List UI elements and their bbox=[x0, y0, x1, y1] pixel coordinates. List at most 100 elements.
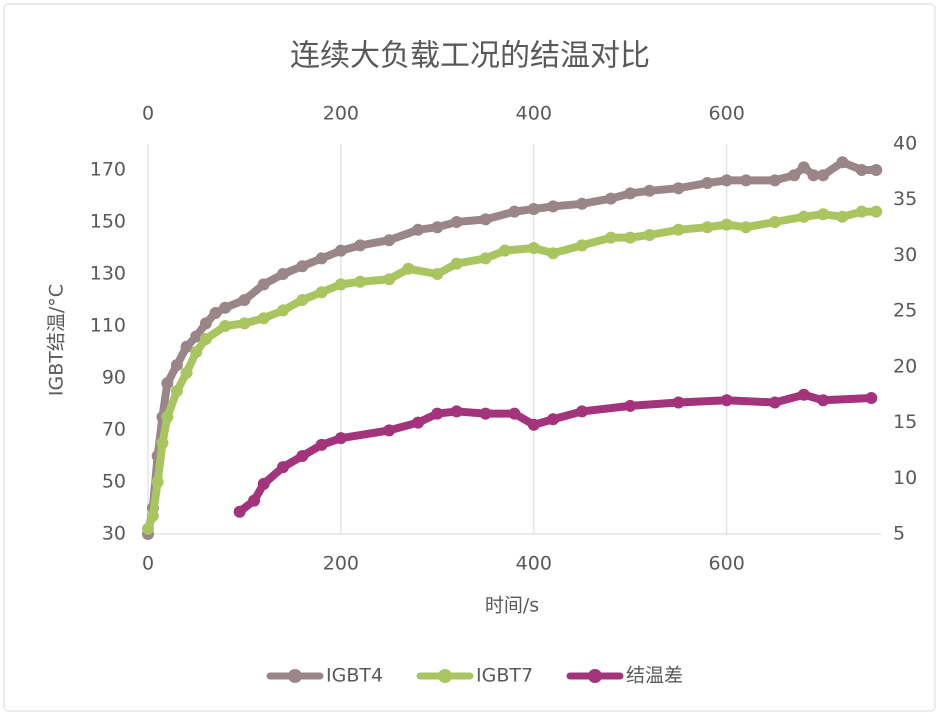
data-point bbox=[334, 244, 347, 257]
x2-tick-label: 0 bbox=[142, 103, 154, 125]
data-point bbox=[180, 366, 193, 379]
data-point bbox=[315, 286, 328, 299]
data-point bbox=[797, 161, 810, 174]
data-point bbox=[170, 359, 183, 371]
data-point bbox=[836, 210, 849, 223]
data-point bbox=[527, 418, 540, 431]
y-tick-label: 130 bbox=[90, 263, 126, 285]
data-point bbox=[807, 169, 820, 182]
data-point bbox=[797, 388, 810, 401]
data-point bbox=[315, 438, 328, 451]
data-point bbox=[219, 301, 232, 314]
x-tick-label: 400 bbox=[516, 553, 552, 575]
data-point bbox=[156, 437, 169, 449]
data-point bbox=[768, 174, 781, 187]
data-point bbox=[142, 522, 154, 535]
data-point bbox=[199, 317, 212, 330]
y2-tick-label: 25 bbox=[893, 300, 917, 322]
data-point bbox=[797, 210, 810, 223]
y2-tick-label: 35 bbox=[893, 188, 917, 210]
data-point bbox=[450, 405, 463, 418]
data-point bbox=[768, 396, 781, 409]
data-point bbox=[836, 156, 849, 169]
data-point bbox=[412, 416, 425, 429]
data-point bbox=[720, 174, 733, 187]
data-point bbox=[672, 223, 685, 236]
data-point bbox=[209, 307, 222, 319]
data-point bbox=[354, 239, 367, 252]
data-point bbox=[296, 294, 309, 306]
data-point bbox=[768, 216, 781, 228]
data-point bbox=[412, 223, 425, 236]
data-point bbox=[788, 169, 801, 182]
x2-tick-label: 200 bbox=[323, 103, 359, 125]
data-point bbox=[624, 231, 637, 244]
data-point bbox=[238, 317, 251, 330]
y2-tick-label: 10 bbox=[893, 467, 917, 489]
y-tick-label: 170 bbox=[90, 159, 126, 181]
data-point bbox=[170, 385, 183, 397]
data-point bbox=[238, 294, 251, 306]
data-point bbox=[431, 268, 444, 280]
data-point bbox=[190, 346, 203, 358]
data-point bbox=[817, 169, 830, 182]
data-point bbox=[199, 333, 212, 345]
data-point bbox=[383, 234, 396, 247]
legend-marker bbox=[438, 669, 452, 683]
data-point bbox=[257, 312, 270, 325]
data-point bbox=[865, 392, 878, 405]
x2-tick-label: 600 bbox=[709, 103, 745, 125]
data-point bbox=[576, 239, 589, 252]
x-axis-label: 时间/s bbox=[485, 595, 539, 617]
data-point bbox=[547, 247, 560, 260]
data-point bbox=[643, 184, 656, 197]
data-point bbox=[180, 340, 193, 353]
data-point bbox=[739, 174, 752, 187]
data-point bbox=[624, 399, 637, 412]
data-point bbox=[672, 182, 685, 195]
data-point bbox=[701, 177, 714, 189]
data-point bbox=[479, 213, 492, 226]
data-point bbox=[190, 330, 203, 343]
data-point bbox=[604, 192, 617, 205]
y-tick-label: 70 bbox=[102, 419, 126, 441]
data-point bbox=[479, 407, 492, 420]
data-point bbox=[720, 394, 733, 407]
data-point bbox=[817, 394, 830, 407]
legend-marker bbox=[588, 669, 602, 683]
data-point bbox=[277, 304, 290, 317]
data-point bbox=[508, 407, 521, 420]
data-point bbox=[643, 229, 656, 241]
y2-tick-label: 30 bbox=[893, 244, 917, 266]
data-point bbox=[739, 221, 752, 234]
data-point bbox=[450, 257, 463, 270]
data-point bbox=[383, 424, 396, 437]
data-point bbox=[672, 396, 685, 409]
data-point bbox=[233, 505, 246, 518]
y-tick-label: 30 bbox=[102, 523, 126, 545]
legend-label: 结温差 bbox=[626, 665, 683, 687]
data-point bbox=[431, 221, 444, 234]
data-point bbox=[257, 477, 270, 490]
y-tick-label: 90 bbox=[102, 367, 126, 389]
data-point bbox=[315, 252, 328, 265]
data-point bbox=[817, 208, 830, 221]
y2-tick-label: 20 bbox=[893, 355, 917, 377]
x2-tick-label: 400 bbox=[516, 103, 552, 125]
data-point bbox=[547, 413, 560, 426]
y-tick-label: 50 bbox=[102, 471, 126, 493]
y2-tick-label: 40 bbox=[893, 133, 917, 155]
chart-title: 连续大负载工况的结温对比 bbox=[290, 39, 650, 74]
data-point bbox=[257, 278, 270, 291]
y-tick-label: 110 bbox=[90, 315, 126, 337]
data-point bbox=[334, 278, 347, 291]
data-point bbox=[334, 432, 347, 445]
data-point bbox=[498, 244, 511, 257]
data-point bbox=[354, 275, 367, 288]
legend-marker bbox=[288, 669, 302, 683]
data-point bbox=[219, 320, 232, 332]
data-point bbox=[402, 262, 415, 275]
data-point bbox=[870, 164, 883, 176]
